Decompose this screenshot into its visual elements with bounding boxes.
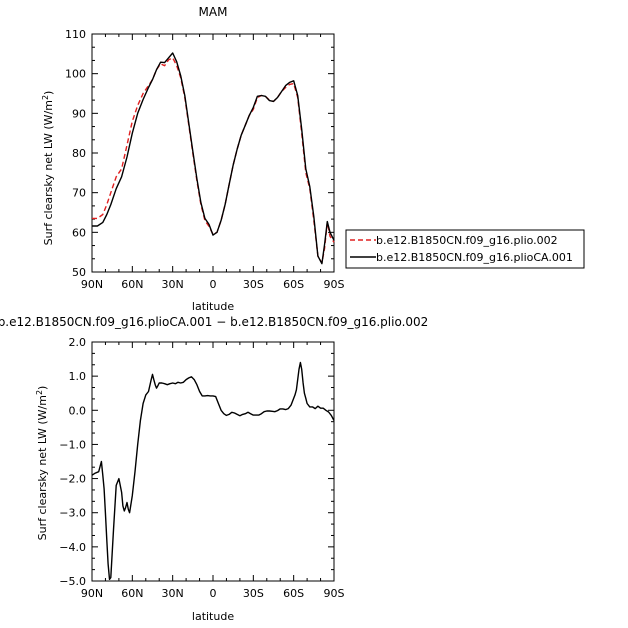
x-tick-label: 0 [210,278,217,291]
y-tick-label: −1.0 [59,438,86,451]
panel-bottom: b.e12.B1850CN.f09_g16.plioCA.001 − b.e12… [0,315,428,623]
panel-top-title: MAM [199,5,228,19]
panel-top-plot-area: 50 60 70 80 90 100 110 90N 60N 30N 0 30S 60S 90S [65,28,345,291]
x-tick-label: 90N [81,587,103,600]
legend: b.e12.B1850CN.f09_g16.plio.002 b.e12.B185… [345,229,585,269]
y-tick-label: −4.0 [59,541,86,554]
x-tick-label: 0 [210,587,217,600]
legend-box [345,229,585,269]
series-line-1 [92,52,335,265]
panel-top-y-axis-label: Surf clearsky net LW (W/m2) [41,91,56,246]
x-tick-label: 60N [121,587,143,600]
y-tick-label: 0.0 [69,404,87,417]
x-tick-label: 30N [162,587,184,600]
x-tick-label: 90S [324,587,345,600]
x-tick-label: 30S [243,278,264,291]
panel-bottom-title: b.e12.B1850CN.f09_g16.plioCA.001 − b.e12… [0,315,428,329]
x-tick-label: 30N [162,278,184,291]
x-tick-label: 30S [243,587,264,600]
x-tick-label: 60S [283,278,304,291]
series-line-0 [92,57,335,264]
panel-bottom-x-axis-label: latitude [192,610,234,623]
y-tick-label: 60 [72,226,86,239]
panel-top-x-axis-label: latitude [192,300,234,313]
x-tick-label: 90N [81,278,103,291]
y-tick-label: −2.0 [59,473,86,486]
y-tick-label: 110 [65,28,86,41]
x-tick-label: 90S [324,278,345,291]
legend-entry-1: b.e12.B1850CN.f09_g16.plioCA.001 [376,251,573,264]
x-tick-label: 60N [121,278,143,291]
y-tick-label: 100 [65,68,86,81]
series-line-0 [91,361,335,580]
y-tick-label: −5.0 [59,575,86,588]
legend-entry-0: b.e12.B1850CN.f09_g16.plio.002 [376,234,558,247]
y-tick-label: −3.0 [59,507,86,520]
y-tick-label: 80 [72,147,86,160]
y-tick-label: 1.0 [69,370,87,383]
x-tick-label: 60S [283,587,304,600]
panel-bottom-y-axis-label: Surf clearsky net LW (W/m2) [35,386,50,541]
y-tick-label: 90 [72,107,86,120]
y-tick-label: 2.0 [69,336,87,349]
y-tick-label: 70 [72,187,86,200]
y-tick-label: 50 [72,266,86,279]
